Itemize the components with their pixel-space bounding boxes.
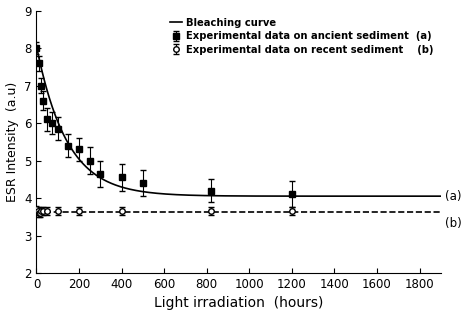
Bleaching curve: [352, 194, 358, 198]
Bleaching curve: [438, 194, 444, 198]
Bleaching curve: [426, 194, 432, 198]
Text: (a): (a): [445, 190, 462, 203]
Line: Bleaching curve: Bleaching curve: [36, 46, 441, 196]
Bleaching curve: [219, 194, 225, 198]
Text: (b): (b): [445, 217, 462, 230]
Bleaching curve: [54, 118, 60, 122]
Y-axis label: ESR Intensity  (a.u): ESR Intensity (a.u): [6, 82, 18, 202]
Bleaching curve: [230, 194, 236, 198]
X-axis label: Light irradiation  (hours): Light irradiation (hours): [154, 296, 323, 310]
Bleaching curve: [426, 194, 432, 198]
Legend: Bleaching curve, Experimental data on ancient sediment  (a), Experimental data o: Bleaching curve, Experimental data on an…: [168, 15, 436, 57]
Bleaching curve: [34, 44, 39, 48]
